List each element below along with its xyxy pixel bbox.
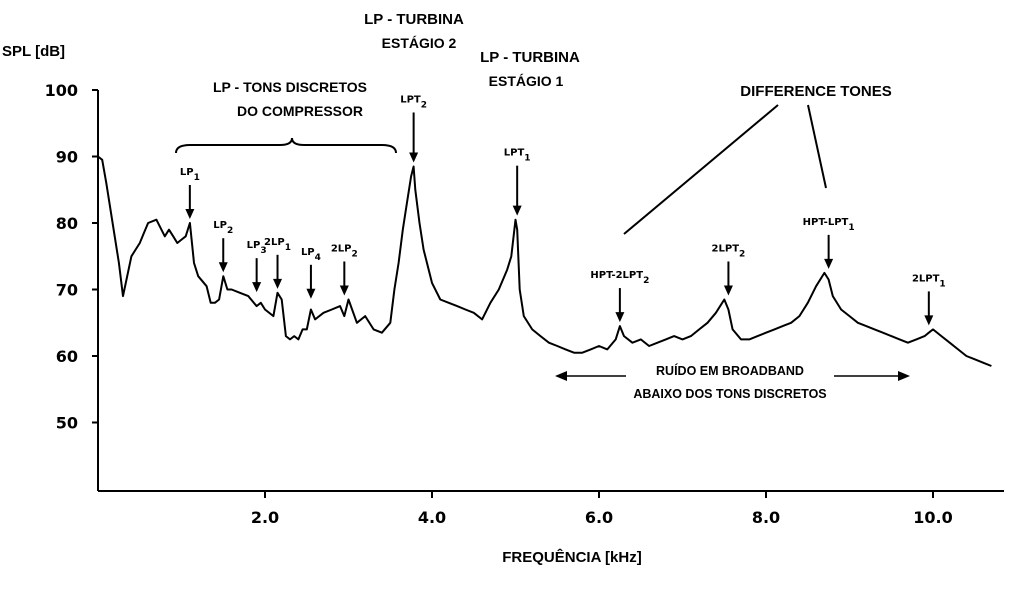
- peak-label-text: LPT1: [504, 148, 531, 164]
- peak-label-text: LP2: [213, 220, 233, 236]
- x-tick-label: 6.0: [585, 508, 613, 527]
- x-tick-label: 4.0: [418, 508, 446, 527]
- x-tick-label: 8.0: [752, 508, 780, 527]
- annotation-lpt-stage2: LP - TURBINA: [364, 11, 464, 28]
- broadband-arrowhead-right: [898, 371, 910, 381]
- peak-label: LPT1: [504, 148, 531, 216]
- peak-label: 2LPT2: [712, 243, 746, 296]
- y-axis-label: SPL [dB]: [2, 43, 65, 60]
- peak-label: LP2: [213, 220, 233, 273]
- annotation-compressor-line2: DO COMPRESSOR: [237, 103, 363, 119]
- peak-arrowhead: [273, 278, 283, 289]
- peak-label: LPT2: [400, 94, 427, 163]
- annotation-broadband: RUÍDO EM BROADBAND: [656, 363, 804, 378]
- annotation-broadband-line2: ABAIXO DOS TONS DISCRETOS: [633, 387, 826, 401]
- y-tick-label: 100: [45, 81, 78, 100]
- peak-arrowhead: [924, 315, 934, 326]
- peak-arrowhead: [306, 288, 316, 299]
- peak-arrowhead: [409, 152, 419, 163]
- peak-label-text: 2LPT2: [712, 243, 746, 259]
- peak-label: HPT-LPT1: [803, 217, 855, 269]
- peak-label-text: LP4: [301, 247, 321, 263]
- annotation-compressor: LP - TONS DISCRETOS: [213, 79, 367, 95]
- peak-label: LP3: [247, 240, 267, 293]
- peak-arrowhead: [339, 285, 349, 296]
- x-tick-label: 2.0: [251, 508, 279, 527]
- y-tick-label: 90: [56, 148, 78, 167]
- peak-label-text: 2LP2: [331, 243, 358, 259]
- x-tick-label: 10.0: [913, 508, 952, 527]
- broadband-label-bg: [626, 364, 834, 388]
- x-ticks: 2.0 4.0 6.0 8.0 10.0: [251, 491, 953, 527]
- peak-label: HPT-2LPT2: [590, 270, 649, 323]
- peak-label-text: HPT-2LPT2: [590, 270, 649, 286]
- peak-label-text: LPT2: [400, 94, 427, 110]
- peak-arrowhead: [615, 312, 625, 323]
- x-axis-label: FREQUÊNCIA [kHz]: [502, 548, 641, 566]
- peak-label: 2LP2: [331, 243, 358, 296]
- annotation-difference-tones: DIFFERENCE TONES: [740, 83, 891, 100]
- annotation-lpt-stage2-line2: ESTÁGIO 2: [382, 35, 457, 51]
- peak-arrowhead: [218, 262, 228, 273]
- y-tick-label: 80: [56, 214, 78, 233]
- peak-label-text: LP1: [180, 167, 200, 183]
- peak-label: 2LP1: [264, 237, 291, 289]
- peak-label-text: 2LP1: [264, 237, 291, 253]
- peak-label-text: 2LPT1: [912, 273, 946, 289]
- peak-label: LP4: [301, 247, 321, 299]
- series-line: [97, 155, 992, 367]
- y-tick-label: 50: [56, 414, 78, 433]
- peak-arrowhead: [824, 258, 834, 269]
- annotation-lpt-stage1-line2: ESTÁGIO 1: [489, 73, 564, 89]
- peak-arrowhead: [185, 209, 195, 219]
- difference-tones-pointer-1: [623, 104, 779, 235]
- compressor-brace: [175, 137, 397, 154]
- y-tick-label: 60: [56, 347, 78, 366]
- y-tick-label: 70: [56, 281, 78, 300]
- peak-label-text: LP3: [247, 240, 267, 256]
- annotation-lpt-stage1: LP - TURBINA: [480, 49, 580, 66]
- broadband-arrowhead-left: [555, 371, 567, 381]
- peak-arrowhead: [723, 285, 733, 296]
- y-ticks: 100 90 80 70 60 50: [45, 81, 98, 433]
- peak-arrowhead: [252, 282, 262, 293]
- peak-label: LP1: [180, 167, 200, 219]
- peak-label-text: HPT-LPT1: [803, 217, 855, 233]
- peak-label: 2LPT1: [912, 273, 946, 326]
- difference-tones-pointer-2: [807, 104, 827, 189]
- peak-arrowhead: [512, 205, 522, 216]
